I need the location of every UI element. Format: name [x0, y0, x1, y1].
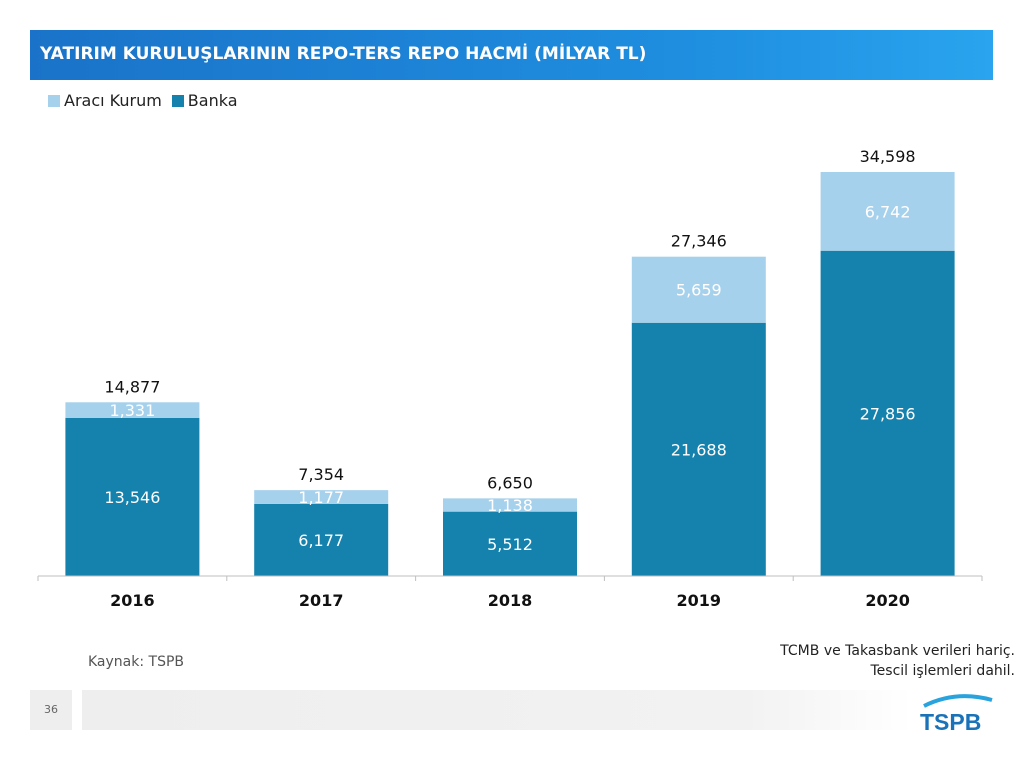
bar-banka-2016 — [65, 417, 200, 576]
data-label-banka-2020: 27,856 — [860, 404, 916, 423]
page-number-box: 36 — [30, 690, 72, 730]
data-label-banka-2019: 21,688 — [671, 440, 727, 459]
data-label-araci-kurum-2018: 1,138 — [487, 496, 533, 515]
stacked-bar-chart: 13,546 1,331 14,877 2016 6,177 1,177 7,354 2017… — [37, 147, 983, 610]
legend-item-banka: Banka — [171, 91, 238, 110]
total-label-2016: 14,877 — [104, 377, 160, 396]
legend-swatch-banka — [171, 94, 184, 107]
bar-araci-kurum-2020 — [820, 172, 955, 251]
data-label-banka-2018: 5,512 — [487, 535, 533, 554]
legend-label-araci-kurum: Aracı Kurum — [64, 91, 162, 110]
legend-label-banka: Banka — [187, 91, 238, 110]
logo-text: TSPB — [920, 709, 981, 735]
total-label-2018: 6,650 — [487, 473, 533, 492]
total-label-2019: 27,346 — [671, 232, 727, 251]
data-label-araci-kurum-2019: 5,659 — [676, 281, 722, 300]
page-number: 36 — [44, 703, 58, 716]
total-label-2017: 7,354 — [298, 465, 344, 484]
chart-legend: Aracı Kurum Banka — [48, 91, 248, 110]
bar-banka-2018 — [443, 511, 577, 576]
bar-araci-kurum-2016 — [65, 402, 200, 418]
bar-araci-kurum-2019 — [631, 256, 766, 323]
x-tick-label-2016: 2016 — [110, 591, 155, 610]
footnote-line-1: TCMB ve Takasbank verileri hariç. — [780, 643, 1015, 659]
x-tick-label-2019: 2019 — [677, 591, 722, 610]
total-label-2020: 34,598 — [860, 147, 916, 166]
footer-bar — [82, 690, 912, 730]
data-label-araci-kurum-2016: 1,331 — [109, 401, 155, 420]
bar-araci-kurum-2017 — [254, 490, 389, 504]
page-title: YATIRIM KURULUŞLARININ REPO-TERS REPO HA… — [40, 44, 647, 64]
legend-item-araci-kurum: Aracı Kurum — [48, 91, 162, 110]
legend-swatch-araci-kurum — [48, 94, 60, 107]
bar-banka-2017 — [254, 503, 389, 576]
title-bar: YATIRIM KURULUŞLARININ REPO-TERS REPO HA… — [30, 30, 993, 80]
data-label-banka-2016: 13,546 — [104, 488, 160, 507]
source-text: Kaynak: TSPB — [88, 654, 185, 670]
data-label-banka-2017: 6,177 — [298, 531, 344, 550]
footnote: TCMB ve Takasbank verileri hariç. Tescil… — [780, 641, 1015, 681]
x-tick-label-2017: 2017 — [299, 591, 344, 610]
tspb-logo: TSPB — [920, 694, 993, 735]
x-tick-label-2020: 2020 — [865, 591, 910, 610]
bar-banka-2019 — [631, 322, 766, 576]
data-label-araci-kurum-2020: 6,742 — [865, 202, 911, 221]
x-tick-label-2018: 2018 — [488, 591, 533, 610]
bar-araci-kurum-2018 — [443, 498, 577, 512]
data-label-araci-kurum-2017: 1,177 — [298, 488, 344, 507]
logo-swoosh-icon — [923, 694, 993, 708]
bar-banka-2020 — [820, 250, 955, 576]
footnote-line-2: Tescil işlemleri dahil. — [870, 663, 1016, 679]
